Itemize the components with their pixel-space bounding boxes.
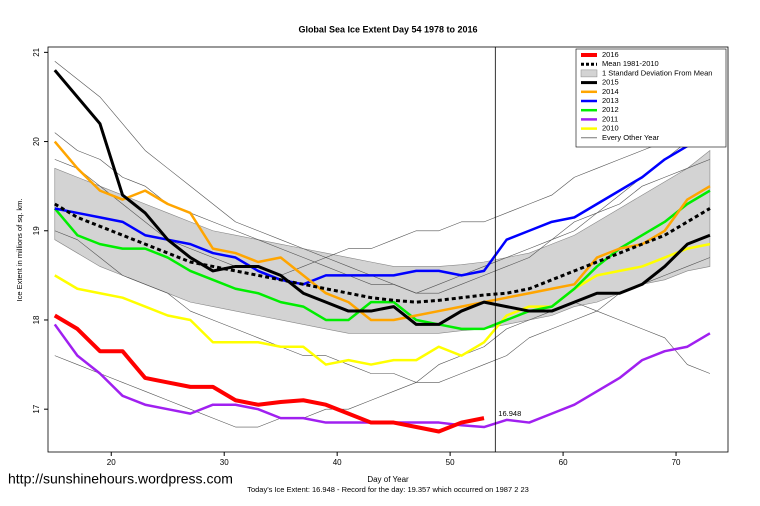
x-tick-label: 30: [220, 458, 229, 467]
other-year-line: [54, 301, 711, 428]
series-line: [53, 313, 485, 434]
y-tick-label: 17: [32, 404, 41, 413]
x-tick-label: 60: [559, 458, 568, 467]
legend-label: 2016: [602, 50, 619, 59]
legend-label: Every Other Year: [602, 133, 660, 142]
chart-title: Global Sea Ice Extent Day 54 1978 to 201…: [298, 24, 477, 34]
series-line: [53, 140, 711, 322]
legend-swatch: [580, 69, 598, 78]
legend-label: 2010: [602, 124, 619, 133]
x-tick-label: 70: [672, 458, 681, 467]
series-line: [54, 127, 711, 286]
y-axis-label: Ice Extent in millions of sq. km.: [15, 199, 24, 302]
legend-label: 1 Standard Deviation From Mean: [602, 68, 712, 77]
y-tick-label: 21: [32, 47, 41, 56]
series-line: [53, 323, 711, 429]
legend-label: 2011: [602, 114, 618, 123]
x-tick-label: 40: [333, 458, 342, 467]
legend-label: Mean 1981-2010: [602, 59, 659, 68]
annotation: 16.948: [498, 409, 521, 418]
x-axis-label: Day of Year: [367, 475, 409, 484]
series-line: [54, 242, 711, 366]
x-tick-label: 50: [446, 458, 455, 467]
caption: Today's Ice Extent: 16.948 - Record for …: [247, 485, 529, 494]
x-tick-label: 20: [107, 458, 116, 467]
plot-frame: [47, 46, 729, 453]
series-line: [53, 189, 711, 331]
std-band: [54, 149, 711, 334]
series-line: [54, 202, 711, 304]
other-year-line: [54, 230, 711, 383]
series-line: [53, 69, 711, 326]
legend-label: 2013: [602, 96, 619, 105]
legend-box: [575, 48, 727, 148]
legend-label: 2012: [602, 105, 619, 114]
y-tick-label: 18: [32, 315, 41, 324]
y-tick-label: 20: [32, 137, 41, 146]
y-tick-label: 19: [32, 226, 41, 235]
other-year-line: [54, 61, 711, 294]
watermark: http://sunshinehours.wordpress.com: [8, 471, 233, 487]
legend-label: 2014: [602, 87, 619, 96]
legend-label: 2015: [602, 78, 619, 87]
